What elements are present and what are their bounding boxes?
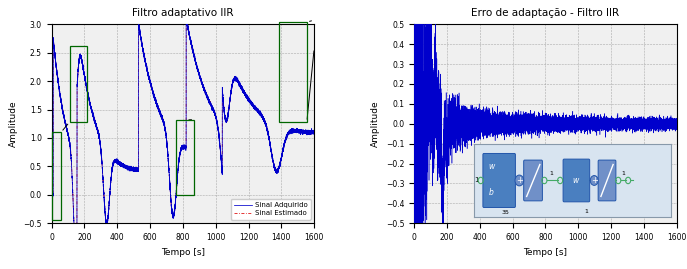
- Y-axis label: Amplitude: Amplitude: [371, 100, 380, 147]
- Title: Erro de adaptação - Filtro IIR: Erro de adaptação - Filtro IIR: [471, 8, 620, 18]
- Sinal Estimado: [281, 140, 289, 143]
- Sinal Adquirido: [182, 16, 190, 19]
- Sinal Adquirido: [257, 113, 265, 116]
- Sinal Adquirido: [310, 130, 318, 134]
- Sinal Adquirido: [114, 161, 122, 164]
- Sinal Estimado: [257, 112, 265, 115]
- Sinal Estimado: [300, 131, 308, 134]
- Sinal Adquirido: [71, 241, 80, 244]
- Sinal Estimado: [71, 240, 80, 243]
- Sinal Adquirido: [47, 193, 56, 196]
- Line: Sinal Estimado: Sinal Estimado: [52, 19, 314, 242]
- Sinal Estimado: [114, 160, 122, 163]
- Sinal Estimado: [47, 192, 56, 196]
- Sinal Estimado: [182, 17, 190, 20]
- Sinal Adquirido: [300, 131, 308, 134]
- Y-axis label: Amplitude: Amplitude: [9, 100, 18, 147]
- Sinal Estimado: [263, 128, 271, 132]
- X-axis label: Tempo [s]: Tempo [s]: [161, 247, 205, 257]
- Line: Sinal Adquirido: Sinal Adquirido: [52, 17, 314, 243]
- Sinal Estimado: [310, 130, 318, 133]
- X-axis label: Tempo [s]: Tempo [s]: [523, 247, 567, 257]
- Sinal Adquirido: [263, 127, 271, 130]
- Bar: [177, 120, 194, 195]
- Legend: Sinal Adquirido, Sinal Estimado: Sinal Adquirido, Sinal Estimado: [231, 199, 311, 220]
- Bar: [69, 46, 87, 122]
- Bar: [279, 22, 307, 122]
- Sinal Estimado: [74, 77, 82, 80]
- Sinal Adquirido: [281, 140, 289, 144]
- Bar: [52, 132, 61, 220]
- Title: Filtro adaptativo IIR: Filtro adaptativo IIR: [132, 8, 234, 18]
- Sinal Adquirido: [74, 77, 82, 80]
